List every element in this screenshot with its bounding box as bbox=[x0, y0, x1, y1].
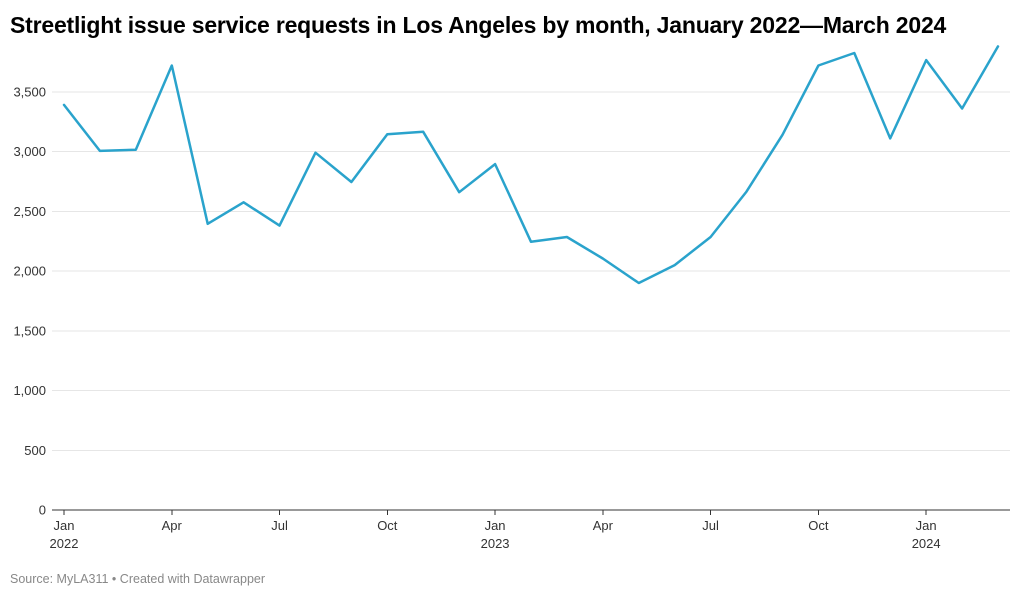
data-point bbox=[816, 64, 820, 68]
data-point bbox=[565, 235, 569, 239]
data-point bbox=[206, 222, 210, 226]
x-tick-label: Apr bbox=[593, 518, 614, 533]
data-point bbox=[745, 190, 749, 194]
data-point bbox=[673, 263, 677, 267]
footer-separator: • bbox=[111, 572, 117, 586]
y-tick-label: 1,500 bbox=[13, 323, 46, 338]
data-point bbox=[709, 235, 713, 239]
chart-footer: Source: MyLA311 • Created with Datawrapp… bbox=[10, 572, 265, 586]
x-tick-year-label: 2022 bbox=[50, 536, 79, 551]
x-axis-tick-labels: Jan 2022 Apr Jul Oct Jan 2023 Apr Jul Oct Jan 2024 bbox=[50, 510, 941, 551]
data-point bbox=[601, 256, 605, 260]
data-point bbox=[349, 180, 353, 184]
credit-text: Created with Datawrapper bbox=[119, 572, 266, 586]
x-tick-label: Oct bbox=[377, 518, 398, 533]
data-point bbox=[242, 200, 246, 204]
y-tick-label: 0 bbox=[39, 503, 46, 518]
series-line bbox=[62, 45, 1000, 285]
source-text: Source: MyLA311 bbox=[10, 572, 109, 586]
x-tick-label: Apr bbox=[162, 518, 183, 533]
data-point bbox=[457, 190, 461, 194]
x-tick-year-label: 2023 bbox=[481, 536, 510, 551]
data-point bbox=[313, 151, 317, 155]
data-point bbox=[780, 133, 784, 137]
chart-title: Streetlight issue service requests in Lo… bbox=[10, 12, 947, 38]
data-point bbox=[493, 162, 497, 166]
data-point bbox=[62, 103, 66, 107]
y-axis-tick-labels: 0 500 1,000 1,500 2,000 2,500 3,000 3,500 bbox=[13, 84, 46, 517]
data-point bbox=[888, 136, 892, 140]
y-tick-label: 2,000 bbox=[13, 264, 46, 279]
x-tick-label: Jan bbox=[54, 518, 75, 533]
data-point bbox=[170, 64, 174, 68]
data-point bbox=[960, 107, 964, 111]
series-layer bbox=[62, 44, 1000, 285]
x-tick-label: Jan bbox=[485, 518, 506, 533]
y-tick-label: 3,000 bbox=[13, 144, 46, 159]
x-tick-label: Jan bbox=[916, 518, 937, 533]
data-point bbox=[637, 281, 641, 285]
y-tick-label: 500 bbox=[24, 443, 46, 458]
x-tick-label: Oct bbox=[808, 518, 829, 533]
y-tick-label: 2,500 bbox=[13, 204, 46, 219]
data-point bbox=[278, 224, 282, 228]
data-point bbox=[98, 149, 102, 153]
x-tick-label: Jul bbox=[271, 518, 288, 533]
x-tick-year-label: 2024 bbox=[912, 536, 941, 551]
x-tick-label: Jul bbox=[702, 518, 719, 533]
y-tick-label: 1,000 bbox=[13, 383, 46, 398]
data-point bbox=[529, 240, 533, 244]
gridlines bbox=[52, 91, 1010, 511]
data-point bbox=[924, 58, 928, 62]
data-point bbox=[134, 148, 138, 152]
y-tick-label: 3,500 bbox=[13, 84, 46, 99]
data-point bbox=[385, 132, 389, 136]
data-point bbox=[852, 51, 856, 55]
line-chart: 0 500 1,000 1,500 2,000 2,500 3,000 3,500 Jan 20… bbox=[13, 44, 1010, 551]
data-point bbox=[421, 130, 425, 134]
data-point bbox=[996, 44, 1000, 48]
